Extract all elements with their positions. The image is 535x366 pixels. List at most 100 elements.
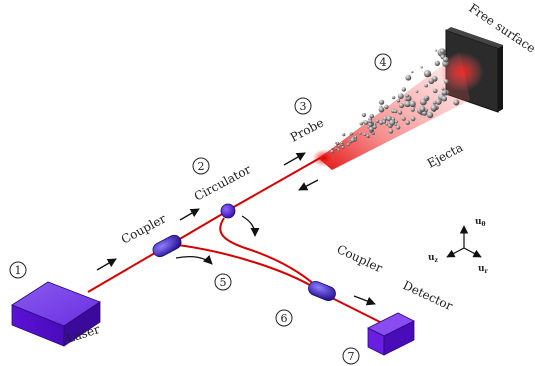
ejecta-particle [354, 135, 358, 139]
probe-glow [312, 149, 336, 167]
ejecta-particle [430, 104, 438, 112]
probe-label: Probe [288, 115, 326, 144]
ejecta-particle [401, 87, 406, 92]
ejecta-particle [392, 95, 396, 100]
ejecta-particle [401, 116, 406, 121]
ejecta-particle [426, 111, 434, 119]
ejecta-particle [435, 49, 438, 52]
circled-number-2: 2 [192, 157, 210, 175]
axis-triad-icon [446, 225, 482, 258]
ejecta-particle [419, 106, 426, 113]
ejecta-particle [337, 149, 340, 152]
ejecta-particle [423, 70, 431, 78]
svg-text:2: 2 [198, 160, 205, 173]
ejecta-particle [405, 74, 412, 81]
ejecta-particle [384, 104, 389, 110]
ejecta-particle [341, 145, 345, 149]
ejecta-particle [425, 96, 429, 99]
ejecta-particle [394, 123, 397, 126]
ejecta-particle [432, 88, 438, 94]
curved-arrow-icon [175, 254, 213, 265]
ejecta-particle [340, 141, 344, 145]
svg-text:7: 7 [348, 350, 355, 363]
fiber-coupler2-to-detector [331, 297, 381, 323]
ejecta-particle [337, 144, 341, 148]
ejecta-particle [385, 122, 388, 126]
ejecta-particle [335, 147, 338, 150]
circled-number-5: 5 [214, 273, 232, 291]
ejecta-particle [350, 138, 355, 143]
arrow-icon [298, 179, 319, 191]
ejecta-particle [378, 120, 384, 125]
svg-text:1: 1 [15, 264, 22, 277]
ejecta-particle [397, 93, 404, 99]
ejecta-particles [330, 48, 460, 154]
ejecta-particle [398, 103, 405, 109]
svg-text:4: 4 [380, 56, 387, 69]
fiber-circulator-to-probe [231, 157, 321, 209]
ejecta-particle [348, 139, 351, 142]
ejecta-particle [424, 83, 428, 88]
ejecta-particle [334, 141, 337, 144]
circled-number-1: 1 [9, 261, 27, 279]
ejecta-particle [441, 87, 445, 91]
arrow-icon [353, 295, 376, 306]
ejecta-particle [420, 66, 423, 69]
circled-number-4: 4 [374, 53, 392, 71]
ejecta-particle [396, 99, 401, 103]
ejecta-particle [382, 116, 388, 121]
ejecta-particle [410, 107, 415, 112]
ejecta-particle [349, 132, 353, 136]
ejecta-particle [386, 115, 392, 122]
ejecta-particle [366, 134, 370, 138]
svg-text:6: 6 [281, 312, 288, 325]
ejecta-particle [361, 112, 366, 117]
ejecta-particle [330, 149, 334, 154]
ejecta-particle [363, 120, 369, 125]
axis-u-r: ur [478, 264, 489, 275]
circled-number-7: 7 [342, 347, 360, 365]
arrow-icon [96, 258, 117, 271]
ejecta-particle [393, 109, 398, 114]
coupler-2 [308, 280, 336, 302]
ejecta-particle [404, 101, 411, 108]
svg-text:5: 5 [220, 276, 227, 289]
ejecta-particle [368, 122, 373, 127]
laser-box [11, 281, 101, 347]
fiber-laser-to-coupler [87, 249, 161, 293]
ejecta-particle [389, 119, 396, 126]
ejecta-particle [359, 121, 364, 126]
ejecta-particle [443, 79, 449, 85]
ejecta-particle [435, 98, 442, 105]
ejecta-particle [346, 143, 350, 146]
detector-label: Detector [401, 278, 455, 313]
ejecta-particle [442, 56, 449, 63]
ejecta-particle [369, 113, 374, 119]
ejecta-particle [396, 125, 401, 130]
ejecta-particle [441, 89, 448, 96]
ejecta-particle [375, 119, 380, 123]
ejecta-particle [394, 120, 398, 124]
ejecta-particle [372, 124, 377, 129]
svg-text:3: 3 [300, 100, 307, 113]
ejecta-particle [368, 126, 374, 132]
circulator-node [220, 203, 236, 219]
ejecta-particle [434, 60, 440, 66]
fiber-coupler-to-coupler2 [177, 244, 316, 289]
axis-u-z: uz [428, 253, 439, 264]
ejecta-particle [405, 120, 410, 125]
ejecta-particle [439, 48, 445, 54]
axis-u-theta: uθ [475, 217, 486, 228]
ejecta-particle [368, 119, 372, 124]
ejecta-particle [363, 133, 367, 136]
ejecta-particle [404, 98, 407, 101]
ejecta-particle [415, 90, 419, 93]
coupler-1 [152, 234, 182, 258]
ejecta-particle [358, 131, 362, 135]
ejecta-label: Ejecta [425, 140, 465, 170]
direction-arrows [96, 152, 376, 306]
ejecta-particle [411, 70, 414, 74]
ejecta-particle [397, 110, 403, 115]
ejecta-particle [378, 106, 385, 113]
